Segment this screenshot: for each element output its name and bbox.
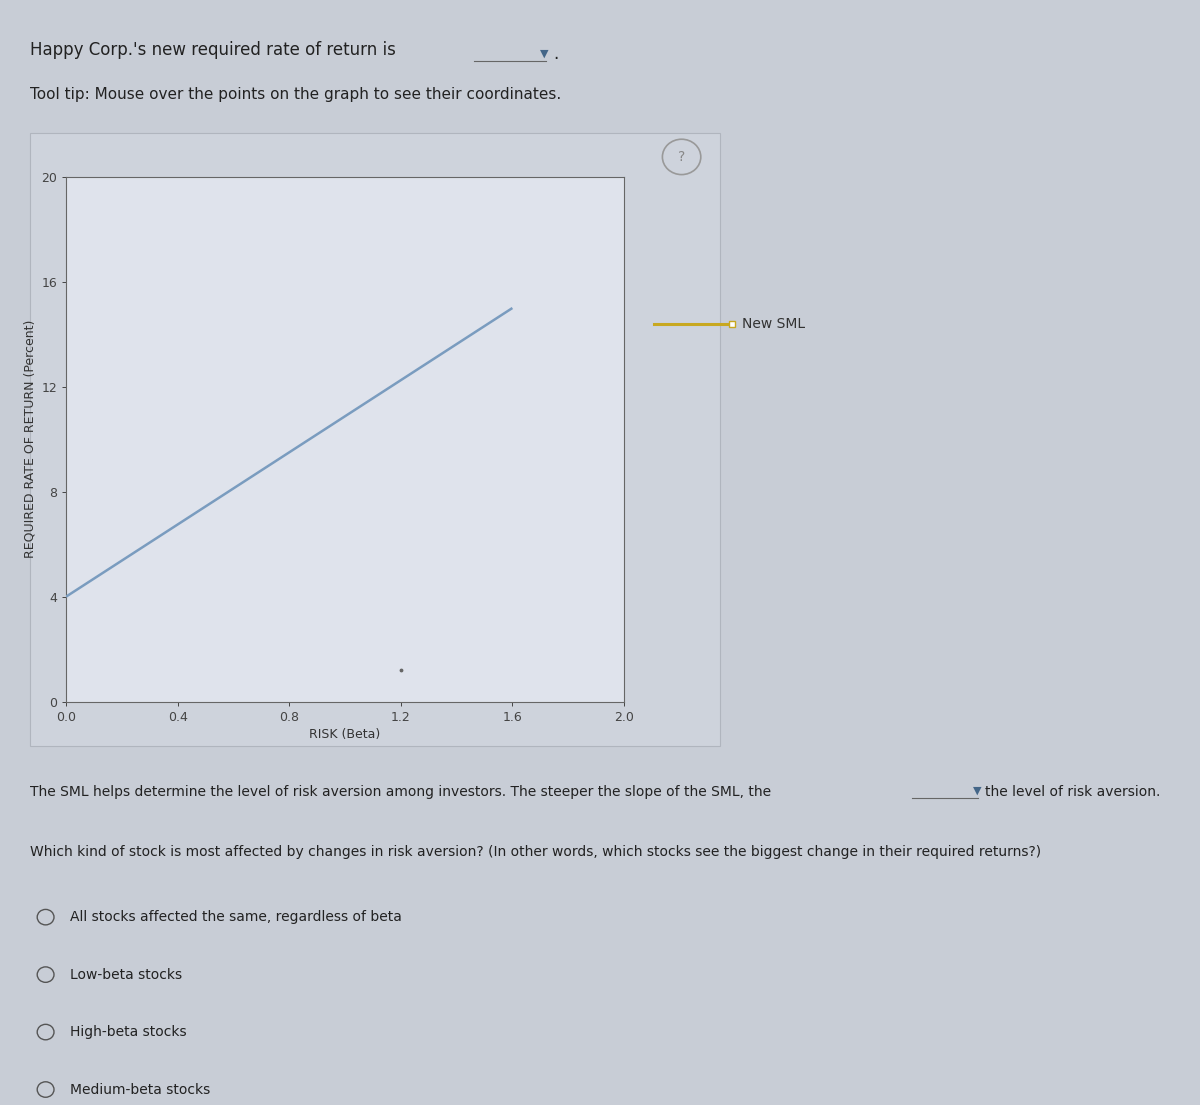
- Text: the level of risk aversion.: the level of risk aversion.: [985, 785, 1160, 799]
- Text: Medium-beta stocks: Medium-beta stocks: [70, 1083, 210, 1096]
- Text: Low-beta stocks: Low-beta stocks: [70, 968, 181, 981]
- Text: New SML: New SML: [742, 317, 805, 330]
- Text: Tool tip: Mouse over the points on the graph to see their coordinates.: Tool tip: Mouse over the points on the g…: [30, 87, 562, 103]
- Y-axis label: REQUIRED RATE OF RETURN (Percent): REQUIRED RATE OF RETURN (Percent): [24, 320, 37, 558]
- Text: High-beta stocks: High-beta stocks: [70, 1025, 186, 1039]
- Text: Which kind of stock is most affected by changes in risk aversion? (In other word: Which kind of stock is most affected by …: [30, 845, 1042, 860]
- X-axis label: RISK (Beta): RISK (Beta): [310, 728, 380, 740]
- Text: .: .: [553, 45, 558, 63]
- Text: The SML helps determine the level of risk aversion among investors. The steeper : The SML helps determine the level of ris…: [30, 785, 772, 799]
- Text: ▼: ▼: [973, 786, 982, 796]
- Text: ▼: ▼: [540, 49, 548, 59]
- Text: All stocks affected the same, regardless of beta: All stocks affected the same, regardless…: [70, 911, 402, 924]
- Text: Happy Corp.'s new required rate of return is: Happy Corp.'s new required rate of retur…: [30, 41, 396, 59]
- Text: ?: ?: [678, 150, 685, 164]
